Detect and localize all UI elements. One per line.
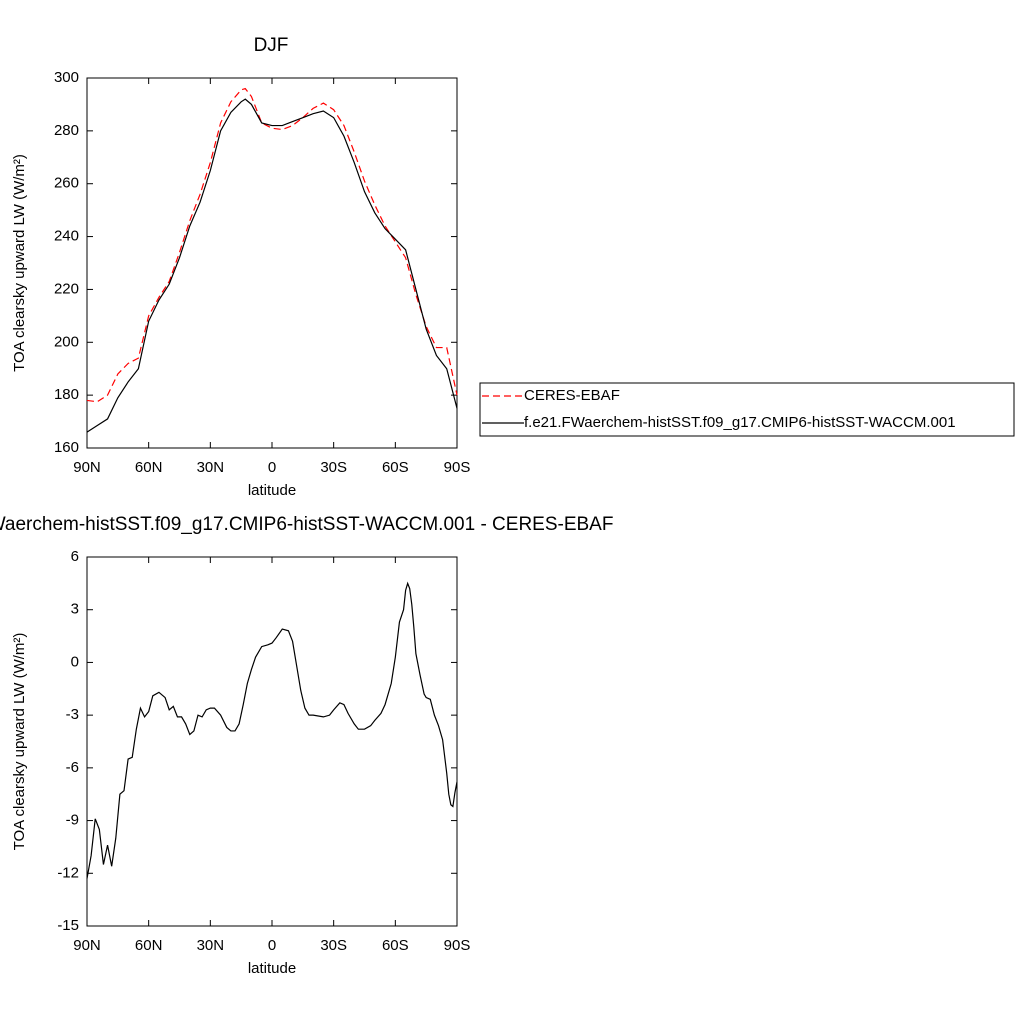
- x-tick-label: 90S: [444, 459, 471, 476]
- x-axis-label: latitude: [248, 960, 296, 977]
- y-tick-label: 0: [71, 653, 79, 670]
- y-tick-label: 6: [71, 548, 79, 565]
- y-tick-label: -9: [66, 812, 79, 829]
- y-tick-label: 3: [71, 601, 79, 618]
- x-tick-label: 60N: [135, 459, 163, 476]
- x-tick-label: 60S: [382, 937, 409, 954]
- x-tick-label: 60S: [382, 459, 409, 476]
- x-tick-label: 60N: [135, 937, 163, 954]
- y-tick-label: -6: [66, 759, 79, 776]
- plot-frame: [86, 77, 458, 449]
- legend-label: CERES-EBAF: [524, 387, 620, 404]
- y-tick-label: 300: [54, 69, 79, 86]
- y-axis-label: TOA clearsky upward LW (W/m²): [11, 633, 28, 851]
- y-tick-label: 280: [54, 122, 79, 139]
- data-line: [86, 581, 458, 879]
- x-tick-label: 90N: [73, 459, 101, 476]
- chart-title: f.e21.FWaerchem-histSST.f09_g17.CMIP6-hi…: [0, 514, 613, 535]
- y-tick-label: 160: [54, 439, 79, 456]
- y-tick-label: -3: [66, 706, 79, 723]
- x-tick-label: 30S: [320, 937, 347, 954]
- y-tick-label: 240: [54, 228, 79, 245]
- x-tick-label: 0: [268, 459, 276, 476]
- x-tick-label: 90N: [73, 937, 101, 954]
- chart-title: DJF: [254, 35, 289, 56]
- data-line: [86, 98, 458, 433]
- x-tick-label: 30S: [320, 459, 347, 476]
- data-line: [86, 87, 458, 403]
- x-axis-label: latitude: [248, 482, 296, 499]
- x-tick-label: 90S: [444, 937, 471, 954]
- y-tick-label: 200: [54, 333, 79, 350]
- x-tick-label: 0: [268, 937, 276, 954]
- y-tick-label: 220: [54, 280, 79, 297]
- y-tick-label: 180: [54, 386, 79, 403]
- y-axis-label: TOA clearsky upward LW (W/m²): [11, 154, 28, 372]
- x-tick-label: 30N: [197, 937, 225, 954]
- y-tick-label: 260: [54, 175, 79, 192]
- y-tick-label: -15: [57, 917, 79, 934]
- y-tick-label: -12: [57, 864, 79, 881]
- x-tick-label: 30N: [197, 459, 225, 476]
- legend-label: f.e21.FWaerchem-histSST.f09_g17.CMIP6-hi…: [524, 414, 956, 431]
- plot-frame: [86, 556, 458, 927]
- legend-box: [479, 382, 1015, 437]
